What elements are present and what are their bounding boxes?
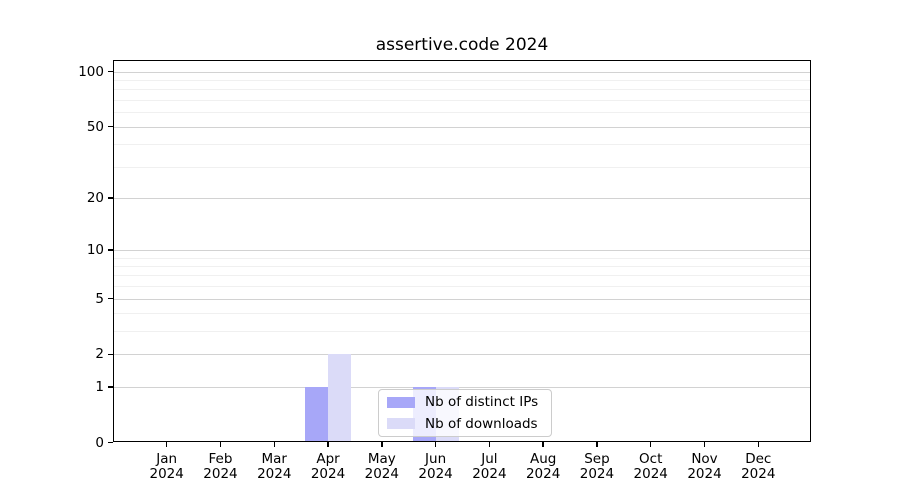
x-tick-label: Aug 2024 xyxy=(525,451,561,482)
y-gridline-minor xyxy=(113,331,811,333)
y-gridline xyxy=(113,249,811,251)
legend: Nb of distinct IPs Nb of downloads xyxy=(378,389,552,437)
x-tick-label: Nov 2024 xyxy=(687,451,722,482)
x-tick-mark xyxy=(273,442,275,447)
y-tick-label: 5 xyxy=(95,290,104,307)
x-tick-mark xyxy=(166,442,168,447)
x-tick-label: Feb 2024 xyxy=(203,451,238,482)
legend-row-downloads: Nb of downloads xyxy=(387,416,543,433)
x-tick-mark xyxy=(327,442,329,447)
x-tick-label: Dec 2024 xyxy=(741,451,776,482)
y-gridline xyxy=(113,298,811,300)
y-tick-mark xyxy=(108,441,113,444)
y-tick-mark xyxy=(108,125,113,128)
y-gridline-minor xyxy=(113,89,811,91)
x-tick-mark xyxy=(542,442,544,447)
y-gridline-minor xyxy=(113,112,811,114)
y-tick-label: 0 xyxy=(95,434,104,451)
y-tick-mark xyxy=(108,71,113,73)
x-tick-label: Oct 2024 xyxy=(633,451,668,482)
y-tick-label: 1 xyxy=(95,378,104,395)
x-tick-label: Jan 2024 xyxy=(149,451,184,482)
x-tick-label: Sep 2024 xyxy=(579,451,615,482)
bar-distinct-ips xyxy=(305,386,329,442)
y-tick-mark xyxy=(108,353,113,355)
x-tick-label: Jul 2024 xyxy=(472,451,507,482)
y-gridline xyxy=(113,71,811,73)
y-gridline xyxy=(113,126,811,128)
y-gridline-minor xyxy=(113,100,811,102)
y-tick-mark xyxy=(108,386,113,388)
x-tick-mark xyxy=(757,442,759,447)
y-gridline-minor xyxy=(113,166,811,168)
x-tick-mark xyxy=(434,442,437,447)
chart-title: assertive.code 2024 xyxy=(375,35,549,55)
plot-area: Nb of distinct IPs Nb of downloads xyxy=(113,60,811,442)
y-tick-label: 50 xyxy=(86,118,104,135)
y-gridline xyxy=(113,197,811,199)
legend-swatch-distinct-ips xyxy=(387,396,415,408)
y-tick-mark xyxy=(108,197,113,199)
y-gridline-minor xyxy=(113,80,811,82)
y-tick-mark xyxy=(108,249,113,251)
y-gridline-minor xyxy=(113,257,811,259)
x-tick-mark xyxy=(488,442,491,447)
x-tick-label: May 2024 xyxy=(364,451,399,482)
x-tick-mark xyxy=(703,442,706,447)
legend-row-distinct-ips: Nb of distinct IPs xyxy=(387,394,543,411)
x-tick-mark xyxy=(219,442,222,447)
x-tick-mark xyxy=(650,442,652,447)
y-gridline-minor xyxy=(113,313,811,315)
x-tick-label: Apr 2024 xyxy=(310,451,346,482)
y-gridline xyxy=(113,386,811,388)
y-gridline-minor xyxy=(113,265,811,267)
y-tick-mark xyxy=(108,297,113,300)
y-tick-label: 100 xyxy=(78,63,104,80)
y-gridline-minor xyxy=(113,144,811,146)
legend-label-distinct-ips: Nb of distinct IPs xyxy=(425,394,539,411)
y-tick-label: 2 xyxy=(95,346,104,363)
x-tick-mark xyxy=(381,442,383,447)
y-tick-label: 10 xyxy=(86,241,104,258)
y-gridline xyxy=(113,354,811,356)
legend-swatch-downloads xyxy=(387,418,415,430)
x-tick-label: Jun 2024 xyxy=(418,451,453,482)
y-tick-label: 20 xyxy=(86,189,104,206)
x-tick-label: Mar 2024 xyxy=(257,451,292,482)
y-gridline-minor xyxy=(113,286,811,288)
y-gridline-minor xyxy=(113,275,811,277)
x-tick-mark xyxy=(596,442,598,447)
legend-label-downloads: Nb of downloads xyxy=(425,415,538,432)
bar-downloads xyxy=(328,354,352,442)
